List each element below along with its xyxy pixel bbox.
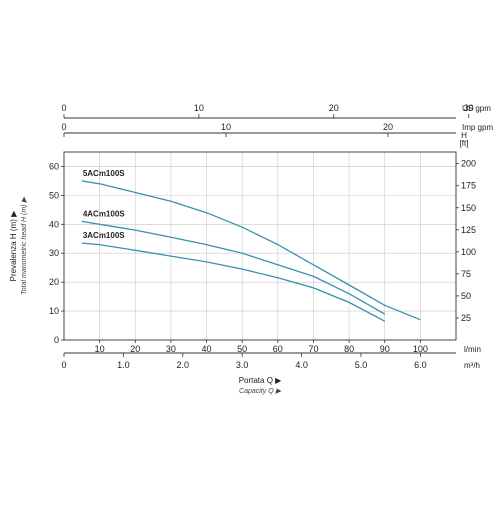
series-line-5acm100s: [81, 180, 421, 321]
m3h-tick-label: 6.0: [414, 360, 427, 370]
ft-tick-label: 25: [461, 313, 471, 323]
ft-tick-label: 200: [461, 159, 476, 169]
y-axis-title: Prevalenza H (m) ▶: [9, 210, 18, 281]
ft-tick-label: 175: [461, 181, 476, 191]
y-axis-subtitle: Total manometric head H (m) ▶: [21, 197, 28, 295]
us-gpm-tick-label: 0: [61, 103, 66, 113]
imp-gpm-unit-label: Imp gpm: [462, 123, 493, 132]
y-tick-label: 30: [49, 248, 59, 258]
ft-tick-label: 100: [461, 247, 476, 257]
axes: [63, 117, 457, 354]
x-tick-label: 40: [202, 344, 212, 354]
ft-unit-label: [ft]: [460, 139, 469, 148]
ft-tick-label: 125: [461, 225, 476, 235]
y-tick-label: 10: [49, 306, 59, 316]
axis-titles: Portata Q ▶ Capacity Q ▶ Prevalenza H (m) …: [9, 197, 282, 395]
x-tick-label: 30: [166, 344, 176, 354]
us-gpm-tick-label: 10: [194, 103, 204, 113]
y-tick-label: 20: [49, 277, 59, 287]
series-line-4acm100s: [81, 220, 386, 315]
series-line-3acm100s: [81, 242, 386, 322]
series-label: 5ACm100S: [83, 169, 125, 178]
y-tick-label: 60: [49, 161, 59, 171]
x-tick-label: 100: [413, 344, 428, 354]
series-group: 5ACm100S 4ACm100S 3ACm100S: [81, 169, 421, 322]
m3h-tick-label: 3.0: [236, 360, 249, 370]
x-tick-label: 50: [237, 344, 247, 354]
y-tick-label: 50: [49, 190, 59, 200]
ft-tick-label: 150: [461, 203, 476, 213]
series-label: 4ACm100S: [83, 209, 125, 218]
imp-gpm-tick-label: 20: [383, 122, 393, 132]
us-gpm-tick-label: 20: [329, 103, 339, 113]
imp-gpm-tick-label: 0: [61, 122, 66, 132]
x-tick-label: 60: [273, 344, 283, 354]
m3h-tick-label: 5.0: [355, 360, 368, 370]
x-axis-title: Portata Q ▶: [239, 376, 282, 385]
x-tick-label: 70: [308, 344, 318, 354]
m3h-tick-label: 0: [61, 360, 66, 370]
x-tick-label: 80: [344, 344, 354, 354]
y-tick-label: 40: [49, 219, 59, 229]
x-tick-label: 20: [130, 344, 140, 354]
us-gpm-tick-label: 30: [464, 103, 474, 113]
ft-unit-label: H: [461, 131, 467, 140]
m3h-tick-label: 4.0: [295, 360, 308, 370]
y-tick-label: 0: [54, 335, 59, 345]
m3h-tick-label: 2.0: [177, 360, 190, 370]
series-label: 3ACm100S: [83, 231, 125, 240]
m3h-tick-label: 1.0: [117, 360, 130, 370]
ft-tick-label: 75: [461, 269, 471, 279]
plot-frame: [63, 151, 457, 341]
x-unit-label: l/min: [464, 345, 481, 354]
x-tick-label: 10: [95, 344, 105, 354]
x-tick-label: 90: [380, 344, 390, 354]
imp-gpm-tick-label: 10: [221, 122, 231, 132]
ft-tick-label: 50: [461, 291, 471, 301]
m3h-unit-label: m³/h: [464, 361, 480, 370]
x-axis-subtitle: Capacity Q ▶: [239, 388, 282, 395]
grid: [64, 152, 456, 340]
us-gpm-unit-label: US gpm: [462, 104, 491, 113]
